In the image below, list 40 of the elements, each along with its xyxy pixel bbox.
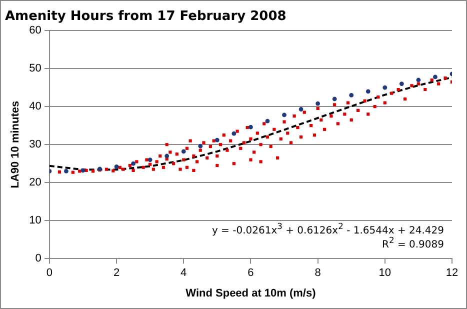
point bbox=[416, 78, 421, 82]
x-tick-label: 2 bbox=[113, 267, 120, 280]
point bbox=[248, 124, 253, 130]
point bbox=[198, 144, 203, 148]
y-tick-label: 50 bbox=[29, 62, 42, 75]
x-tick-label: 12 bbox=[446, 267, 458, 280]
point bbox=[80, 168, 86, 173]
point bbox=[114, 164, 119, 169]
y-tick-label: 20 bbox=[29, 176, 42, 189]
x-tick-label: 10 bbox=[378, 267, 392, 280]
point bbox=[433, 74, 438, 80]
point bbox=[148, 158, 152, 162]
x-tick-label: 6 bbox=[248, 267, 254, 280]
x-tick-label: 4 bbox=[180, 267, 187, 280]
y-tick-label: 60 bbox=[29, 24, 42, 37]
x-axis-title: Wind Speed at 10m (m/s) bbox=[186, 287, 316, 300]
y-axis-title: LA90 10 minutes bbox=[10, 100, 22, 188]
y-tick-label: 30 bbox=[29, 138, 42, 151]
point bbox=[232, 131, 236, 136]
y-tick-label: 10 bbox=[29, 214, 42, 227]
point bbox=[164, 154, 170, 158]
point bbox=[382, 85, 388, 90]
point bbox=[332, 96, 337, 102]
point bbox=[131, 161, 136, 166]
point bbox=[265, 118, 270, 124]
chart-title: Amenity Hours from 17 February 2008 bbox=[5, 9, 286, 24]
point bbox=[181, 149, 186, 154]
point bbox=[399, 82, 404, 86]
annotation: R$^{2}$ = 0.9089 bbox=[382, 235, 444, 250]
point bbox=[214, 138, 220, 142]
annotation: y = -0.0261x$^{3}$ + 0.6126x$^{2}$ - 1.6544x + 24.429 bbox=[212, 221, 444, 236]
y-tick-label: 40 bbox=[29, 100, 42, 113]
x-tick-label: 8 bbox=[314, 267, 321, 280]
point bbox=[349, 93, 354, 98]
point bbox=[316, 101, 320, 106]
point bbox=[298, 107, 304, 112]
point bbox=[366, 89, 370, 94]
x-tick-label: 0 bbox=[46, 267, 52, 280]
point bbox=[282, 112, 286, 118]
y-tick-label: 0 bbox=[35, 252, 42, 265]
